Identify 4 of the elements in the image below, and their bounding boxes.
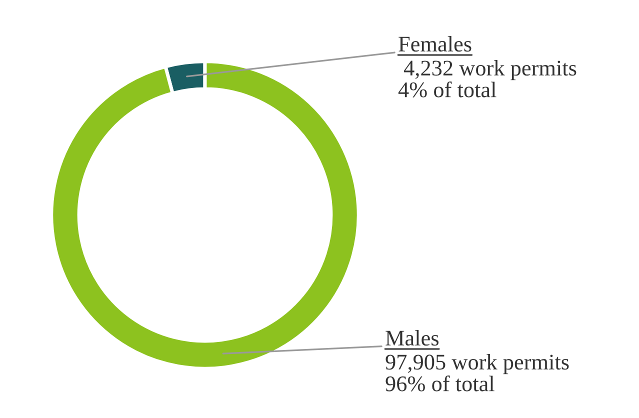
data-label: 4,232 work permits 4% of total	[398, 60, 576, 98]
slice-label: Females	[398, 36, 472, 52]
data-label: 97,905 work permits 96% of total	[386, 354, 569, 392]
slice-label: Males	[386, 330, 439, 346]
